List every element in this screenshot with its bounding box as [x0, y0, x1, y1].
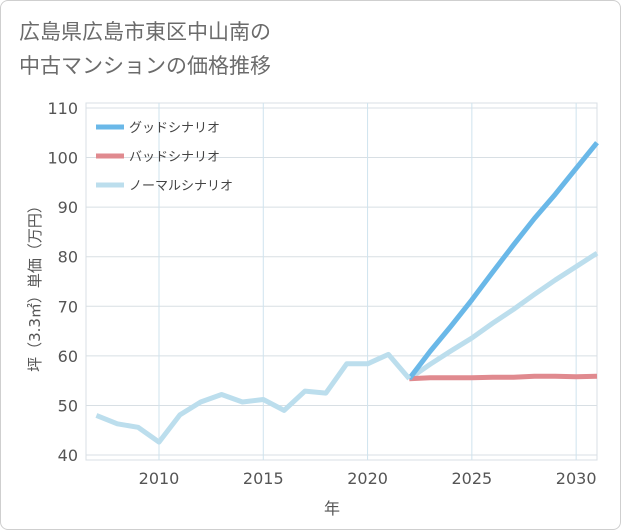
y-tick-label: 110	[47, 99, 78, 118]
y-axis-label: 坪（3.3㎡）単価（万円）	[26, 198, 44, 372]
series-line-good	[407, 141, 599, 381]
y-tick-label: 70	[58, 297, 78, 316]
y-tick-label: 60	[58, 347, 78, 366]
y-tick-label: 90	[58, 198, 78, 217]
series-line-bad	[409, 373, 598, 382]
chart-title-line-1: 広島県広島市東区中山南の	[19, 20, 271, 44]
series-line-normal	[407, 251, 599, 381]
x-tick-label: 2030	[556, 469, 597, 488]
x-tick-label: 2010	[139, 469, 180, 488]
x-tick-label: 2020	[347, 469, 388, 488]
y-tick-label: 50	[58, 396, 78, 415]
legend-label-normal: ノーマルシナリオ	[129, 179, 233, 194]
x-axis-ticks: 2010 2015 2020 2025 2030	[139, 469, 597, 488]
x-axis-label: 年	[324, 499, 340, 518]
legend-label-bad: バッドシナリオ	[129, 150, 220, 165]
x-tick-label: 2015	[243, 469, 284, 488]
chart-title-line-2: 中古マンションの価格推移	[19, 54, 271, 78]
y-tick-label: 40	[58, 446, 78, 465]
series-lines	[95, 141, 599, 445]
plot-area	[85, 102, 598, 461]
y-axis-ticks: 40 50 60 70 80 90 100 110	[47, 99, 78, 465]
legend-label-good: グッドシナリオ	[129, 121, 220, 136]
grid	[85, 102, 598, 461]
y-tick-label: 80	[58, 248, 78, 267]
y-tick-label: 100	[47, 149, 78, 168]
chart-title: 広島県広島市東区中山南の 中古マンションの価格推移	[19, 15, 271, 83]
x-tick-label: 2025	[451, 469, 492, 488]
series-line-historical	[95, 351, 412, 445]
